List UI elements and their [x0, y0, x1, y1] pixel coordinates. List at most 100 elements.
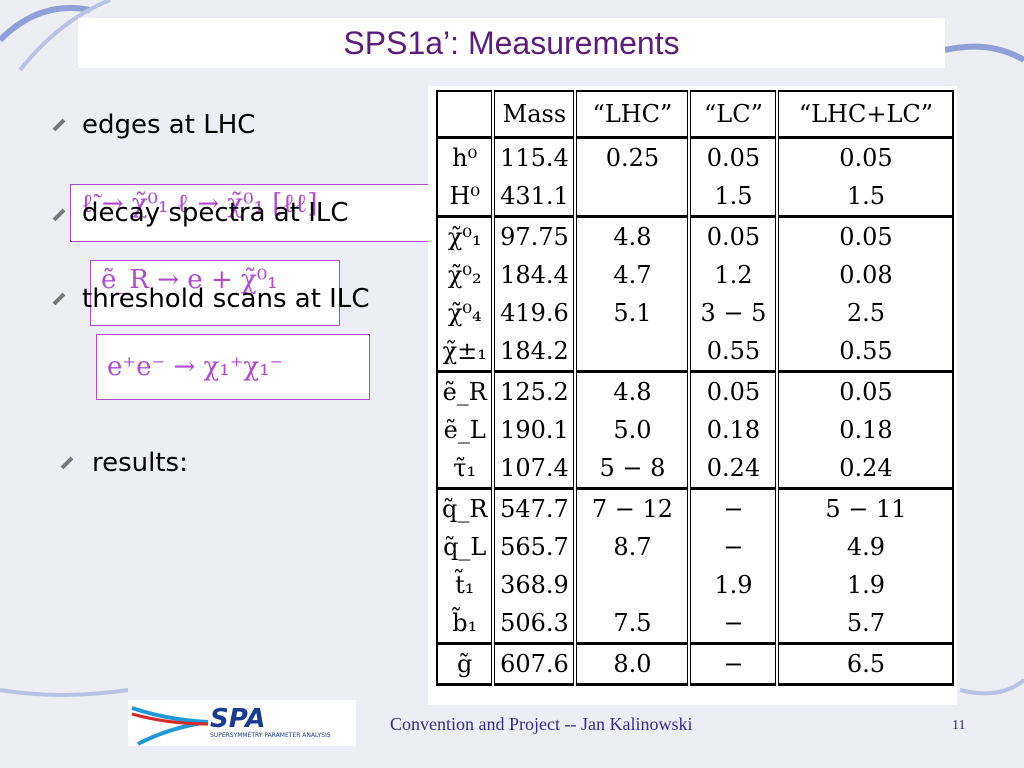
- table-cell: −: [687, 642, 778, 686]
- table-row: χ̃⁰₂ 184.4 4.7 1.2 0.08: [435, 256, 955, 294]
- table-cell: “LC”: [687, 90, 778, 138]
- formula: e⁺e⁻ → χ₁⁺χ₁⁻: [96, 334, 370, 400]
- table-cell: 184.2: [491, 332, 576, 372]
- bullet-icon: [60, 456, 74, 470]
- table-cell: 5.0: [573, 411, 690, 449]
- table-cell: “LHC”: [573, 90, 690, 138]
- table-cell: b̃₁: [435, 604, 494, 644]
- table-row: q̃_L 565.7 8.7−4.9: [435, 528, 955, 566]
- table-row: χ̃±₁ 184.2 0.55 0.55: [435, 332, 955, 372]
- logo-graphic: [131, 706, 209, 746]
- table-cell: 5.7: [775, 604, 955, 644]
- table-cell: 419.6: [491, 294, 576, 332]
- formula: ℓ̃ → χ̃⁰₁ ℓ → χ̃⁰₁ [ℓℓ]: [70, 184, 442, 242]
- page-number: 11: [952, 718, 966, 733]
- table-cell: 8.0: [573, 642, 690, 686]
- table-row: h⁰ 115.4 0.25 0.05 0.05: [435, 136, 955, 177]
- table-cell: 0.55: [687, 332, 778, 372]
- table-cell: 7.5: [573, 604, 690, 644]
- table-row: ẽ_R 125.2 4.8 0.05 0.05: [435, 370, 955, 411]
- table-cell: 368.9: [491, 566, 576, 604]
- table-cell: 1.9: [775, 566, 955, 604]
- table-cell: 5.1: [573, 294, 690, 332]
- table-cell: 0.05: [687, 370, 778, 411]
- table-cell: χ̃⁰₂: [435, 256, 494, 294]
- table-cell: 4.8: [573, 215, 690, 256]
- table-cell: 6.5: [775, 642, 955, 686]
- table-cell: 190.1: [491, 411, 576, 449]
- bullet-text: results:: [92, 448, 188, 478]
- table-cell: 0.05: [687, 136, 778, 177]
- table-row: t̃₁ 368.9 1.9 1.9: [435, 566, 955, 604]
- table-cell: H⁰: [435, 177, 494, 217]
- table-cell: χ̃±₁: [435, 332, 494, 372]
- table-cell: 97.75: [491, 215, 576, 256]
- table-row: τ̃₁ 107.4 5 − 8 0.24 0.24: [435, 449, 955, 489]
- table-cell: [573, 177, 690, 217]
- table-cell: t̃₁: [435, 566, 494, 604]
- table-cell: ẽ_R: [435, 370, 494, 411]
- bullet-icon: [52, 118, 66, 132]
- table-cell: 2.5: [775, 294, 955, 332]
- table-cell: 0.08: [775, 256, 955, 294]
- formula: ẽ_R → e + χ̃⁰₁: [90, 260, 340, 326]
- table-cell: h⁰: [435, 136, 494, 177]
- table-cell: 3 − 5: [687, 294, 778, 332]
- table-cell: 4.9: [775, 528, 955, 566]
- table-row: χ̃⁰₁ 97.75 4.8 0.05 0.05: [435, 215, 955, 256]
- table-cell: 607.6: [491, 642, 576, 686]
- table-cell: 0.55: [775, 332, 955, 372]
- table-cell: 115.4: [491, 136, 576, 177]
- results-table: Mass “LHC” “LC” “LHC+LC” h⁰ 115.4 0.25 0.05 0.05…: [428, 86, 957, 705]
- table-cell: 184.4: [491, 256, 576, 294]
- bullet-text: threshold scans at ILC: [82, 284, 370, 314]
- table-cell: 0.25: [573, 136, 690, 177]
- table-cell: “LHC+LC”: [775, 90, 955, 138]
- table-cell: 506.3: [491, 604, 576, 644]
- table-cell: 431.1: [491, 177, 576, 217]
- bullet-text: edges at LHC: [82, 110, 256, 140]
- table-cell: 1.5: [775, 177, 955, 217]
- table-cell: 547.7: [491, 487, 576, 528]
- table-cell: 1.2: [687, 256, 778, 294]
- table-cell: χ̃⁰₄: [435, 294, 494, 332]
- table-cell: 7 − 12: [573, 487, 690, 528]
- logo: SPA SUPERSYMMETRY PARAMETER ANALYSIS: [128, 700, 356, 746]
- table-cell: 0.05: [775, 370, 955, 411]
- table-cell: q̃_R: [435, 487, 494, 528]
- table-cell: 1.9: [687, 566, 778, 604]
- table-cell: 8.7: [573, 528, 690, 566]
- table-cell: −: [687, 604, 778, 644]
- table-cell: g̃: [435, 642, 494, 686]
- table-cell: q̃_L: [435, 528, 494, 566]
- table-cell: 0.05: [775, 136, 955, 177]
- table-cell: 1.5: [687, 177, 778, 217]
- table-cell: 0.18: [775, 411, 955, 449]
- table-cell: χ̃⁰₁: [435, 215, 494, 256]
- table-cell: 0.24: [687, 449, 778, 489]
- table-cell: 107.4: [491, 449, 576, 489]
- table-row: χ̃⁰₄ 419.6 5.1 3 − 5 2.5: [435, 294, 955, 332]
- table-row: q̃_R 547.7 7 − 12−5 − 11: [435, 487, 955, 528]
- table-row: b̃₁ 506.3 7.5−5.7: [435, 604, 955, 644]
- slide-title: SPS1a’: Measurements: [78, 18, 945, 68]
- table-cell: 0.24: [775, 449, 955, 489]
- table-cell: 0.18: [687, 411, 778, 449]
- table-row: H⁰ 431.1 1.5 1.5: [435, 177, 955, 217]
- table-cell: −: [687, 487, 778, 528]
- table-cell: [435, 90, 494, 138]
- bullet-icon: [52, 292, 66, 306]
- table-cell: 0.05: [775, 215, 955, 256]
- table-cell: −: [687, 528, 778, 566]
- table-cell: 125.2: [491, 370, 576, 411]
- table-row: g̃ 607.6 8.0−6.5: [435, 642, 955, 686]
- table-row: ẽ_L 190.1 5.0 0.18 0.18: [435, 411, 955, 449]
- table-cell: 4.7: [573, 256, 690, 294]
- table-cell: Mass: [491, 90, 576, 138]
- table-cell: ẽ_L: [435, 411, 494, 449]
- table-cell: 565.7: [491, 528, 576, 566]
- footer-text: Convention and Project -- Jan Kalinowski: [390, 714, 693, 734]
- table-cell: 4.8: [573, 370, 690, 411]
